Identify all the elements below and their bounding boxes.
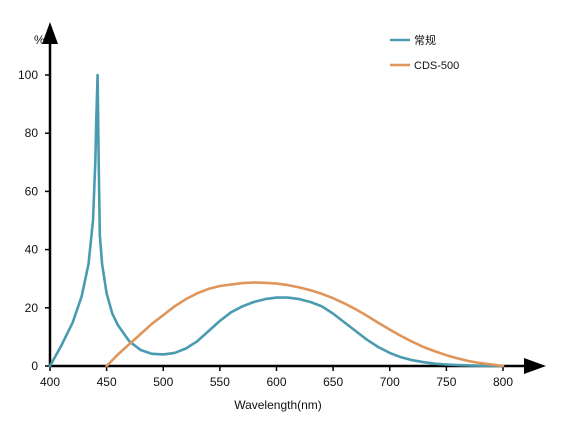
x-tick-label: 450 <box>97 375 117 389</box>
x-axis-arrow <box>524 358 546 374</box>
series-line-2 <box>105 281 505 368</box>
y-tick-label: 40 <box>25 243 39 257</box>
x-tick-label: 500 <box>153 375 173 389</box>
x-tick-label: 750 <box>436 375 456 389</box>
x-tick-label: 650 <box>323 375 343 389</box>
x-axis-label: Wavelength(nm) <box>234 398 322 412</box>
x-tick-label: 800 <box>493 375 513 389</box>
axes <box>42 22 546 374</box>
y-tick-label: 0 <box>31 359 38 373</box>
tick-labels: 400 450 500 550 600 650 700 750 800 0 20 40 60 80 100 <box>18 68 513 389</box>
series-lines <box>48 73 505 368</box>
y-axis-arrow <box>42 22 58 44</box>
y-axis-label: % <box>34 33 45 47</box>
y-tick-label: 100 <box>18 68 38 82</box>
y-tick-label: 80 <box>25 126 39 140</box>
legend-label: 常规 <box>414 33 436 47</box>
legend: 常规 CDS-500 <box>390 33 459 72</box>
y-tick-label: 20 <box>25 301 39 315</box>
legend-label: CDS-500 <box>414 60 459 72</box>
y-tick-label: 60 <box>25 184 39 198</box>
x-tick-label: 550 <box>210 375 230 389</box>
x-tick-label: 400 <box>40 375 60 389</box>
x-tick-label: 600 <box>266 375 286 389</box>
series-line-1 <box>48 73 505 368</box>
x-tick-label: 700 <box>380 375 400 389</box>
